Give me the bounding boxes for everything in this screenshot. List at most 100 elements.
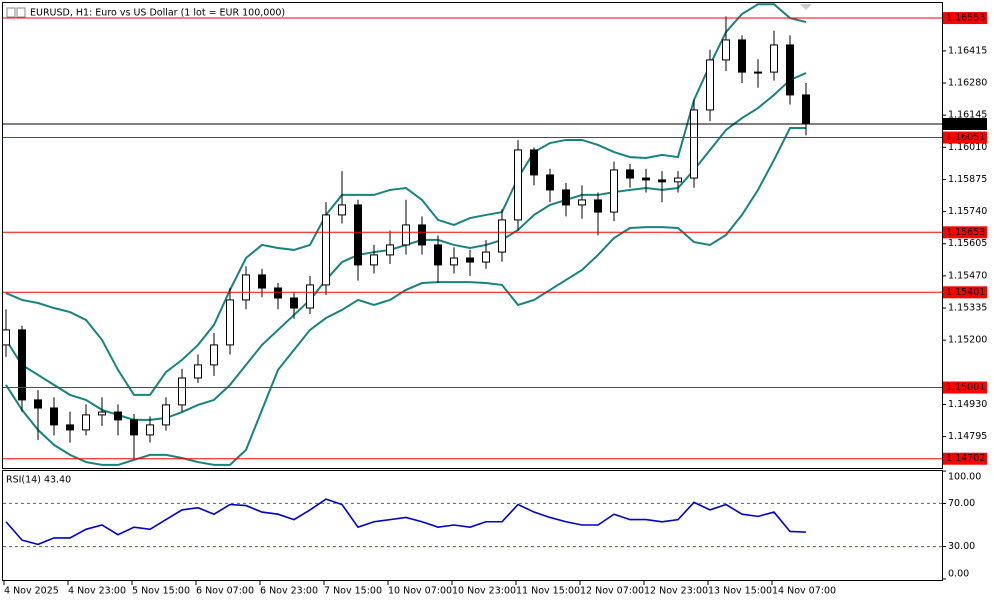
x-tick-label: 12 Nov 07:00 — [580, 586, 644, 597]
candle-body — [738, 39, 746, 73]
level-label: 1.15653 — [946, 227, 985, 238]
level-label: 1.15001 — [946, 382, 985, 393]
candle-body — [354, 204, 362, 266]
x-tick-label: 4 Nov 23:00 — [68, 586, 126, 597]
x-tick-label: 13 Nov 15:00 — [708, 586, 772, 597]
y-tick-label: 1.15470 — [948, 270, 987, 281]
level-label: 1.16051 — [946, 132, 985, 143]
candle-body — [146, 424, 154, 436]
candle-body — [610, 169, 618, 213]
chart-icon — [16, 7, 26, 18]
y-tick-label: 1.15200 — [948, 335, 987, 346]
level-label: 1.16553 — [946, 13, 985, 24]
y-tick-label: 1.15335 — [948, 303, 987, 314]
candle-body — [226, 299, 234, 346]
y-tick-label: 0.00 — [948, 569, 969, 580]
candle-body — [626, 169, 634, 179]
y-tick-label: 70.00 — [948, 498, 975, 509]
candle-body — [162, 404, 170, 426]
candle-body — [498, 219, 506, 253]
candle-body — [754, 71, 762, 74]
y-tick-label: 1.16280 — [948, 78, 987, 89]
candle-body — [722, 39, 730, 61]
candle-body — [290, 297, 298, 309]
candle-body — [82, 414, 90, 431]
y-tick-label: 1.15875 — [948, 174, 987, 185]
level-label: 1.14702 — [946, 453, 985, 464]
level-label: 1.15401 — [946, 287, 985, 298]
x-tick-label: 11 Nov 15:00 — [516, 586, 580, 597]
x-tick-label: 12 Nov 23:00 — [644, 586, 708, 597]
candle-body — [66, 424, 74, 431]
candle-body — [18, 329, 26, 401]
candle-body — [178, 377, 186, 406]
y-tick-label: 1.14795 — [948, 431, 987, 442]
y-tick-label: 1.16145 — [948, 110, 987, 121]
candle-body — [114, 411, 122, 421]
y-tick-label: 1.15740 — [948, 206, 987, 217]
level-label-box — [943, 286, 987, 299]
candle-body — [34, 399, 42, 409]
shift-marker — [800, 4, 812, 10]
x-tick-label: 7 Nov 15:00 — [324, 586, 382, 597]
candle-body — [786, 44, 794, 96]
candle-body — [274, 287, 282, 299]
candle-body — [306, 284, 314, 309]
x-tick-label: 4 Nov 2025 — [4, 586, 59, 597]
candle-body — [562, 189, 570, 206]
y-tick-label: 1.15605 — [948, 238, 987, 249]
candle-body — [770, 44, 778, 73]
candle-body — [50, 407, 58, 426]
level-label-box — [943, 12, 987, 25]
candle-body — [402, 224, 410, 246]
chart-title: EURUSD, H1: Euro vs US Dollar (1 lot = E… — [30, 8, 285, 19]
y-tick-label: 1.16415 — [948, 45, 987, 56]
candle-body — [2, 329, 10, 346]
x-tick-label: 14 Nov 07:00 — [772, 586, 836, 597]
candle-body — [370, 254, 378, 266]
rsi-line — [5, 498, 807, 546]
candle-body — [482, 251, 490, 263]
y-tick-label: 100.00 — [948, 472, 981, 483]
candle-body — [578, 199, 586, 206]
candle-body — [418, 224, 426, 246]
candle-body — [450, 257, 458, 266]
candle-body — [690, 109, 698, 179]
candle-body — [338, 204, 346, 216]
candle-body — [386, 244, 394, 256]
x-tick-label: 6 Nov 23:00 — [260, 586, 318, 597]
candle-body — [594, 199, 602, 213]
chart-icon — [6, 7, 16, 18]
candle-body — [466, 257, 474, 263]
rsi-title: RSI(14) 43.40 — [6, 475, 71, 486]
y-tick-label: 30.00 — [948, 541, 975, 552]
x-tick-label: 6 Nov 07:00 — [196, 586, 254, 597]
bollinger-upper — [5, 3, 807, 396]
candle-body — [530, 149, 538, 176]
level-label-box — [943, 131, 987, 144]
candle-body — [242, 274, 250, 301]
candle-body — [210, 344, 218, 366]
x-tick-label: 5 Nov 15:00 — [132, 586, 190, 597]
candle-body — [434, 244, 442, 266]
current-price-label: 1.16108 — [946, 118, 985, 129]
candle-body — [674, 177, 682, 183]
y-tick-label: 1.14930 — [948, 399, 987, 410]
candle-body — [194, 364, 202, 379]
candle-body — [706, 59, 714, 111]
candle-body — [658, 179, 666, 183]
candle-body — [802, 94, 810, 125]
price-panel — [2, 2, 943, 469]
candle-body — [98, 411, 106, 416]
level-label-box — [943, 381, 987, 394]
level-label-box — [943, 452, 987, 465]
x-tick-label: 10 Nov 23:00 — [452, 586, 516, 597]
x-tick-label: 10 Nov 07:00 — [388, 586, 452, 597]
y-tick-label: 1.16010 — [948, 142, 987, 153]
level-label-box — [943, 226, 987, 239]
candle-body — [546, 174, 554, 191]
candle-body — [642, 177, 650, 181]
candle-body — [258, 274, 266, 289]
